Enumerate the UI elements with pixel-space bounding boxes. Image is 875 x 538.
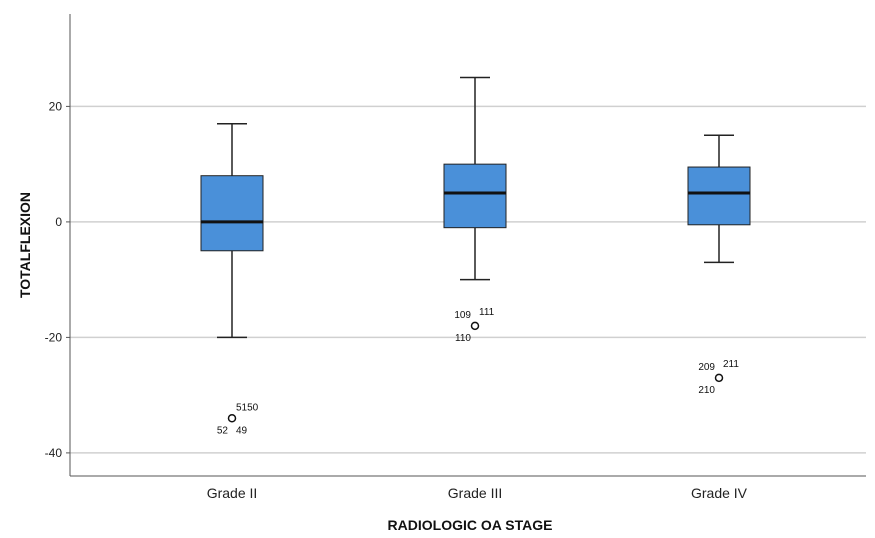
iqr-box [200, 175, 264, 252]
outlier-label: 52 [217, 425, 229, 436]
outlier-point [714, 373, 724, 383]
box-grade-iii: 109 111 110 [443, 76, 507, 344]
y-tick-label: 20 [49, 99, 63, 113]
x-category-label: Grade II [207, 485, 258, 501]
x-category-label: Grade III [448, 485, 502, 501]
outlier-label: 49 [236, 425, 248, 436]
outlier-point [227, 414, 237, 423]
plot-axes [69, 14, 866, 477]
box-grade-ii: 5150 52 49 [200, 122, 264, 436]
outlier-label: 210 [698, 385, 715, 396]
box-grade-iv: 209 211 210 [687, 134, 751, 396]
y-axis-title: TOTALFLEXION [17, 192, 33, 298]
iqr-box [443, 163, 507, 229]
x-category-labels: Grade II Grade III Grade IV [207, 485, 748, 501]
outlier-label: 109 [454, 310, 471, 321]
outlier-label: 211 [723, 359, 739, 370]
x-category-label: Grade IV [691, 485, 748, 501]
y-tick-label: -40 [45, 446, 63, 460]
outlier-point [470, 321, 480, 331]
iqr-box [687, 166, 751, 226]
outlier-label: 111 [479, 307, 495, 318]
outlier-label: 209 [698, 362, 715, 373]
boxes: 5150 52 49 109 111 110 209 211 210 [200, 76, 751, 436]
y-ticks: 20 0 -20 -40 [45, 99, 70, 460]
outlier-label: 5150 [236, 402, 259, 413]
y-tick-label: 0 [55, 215, 62, 229]
y-tick-label: -20 [45, 330, 63, 344]
outlier-label: 110 [455, 333, 471, 344]
x-axis-title: RADIOLOGIC OA STAGE [388, 517, 553, 533]
